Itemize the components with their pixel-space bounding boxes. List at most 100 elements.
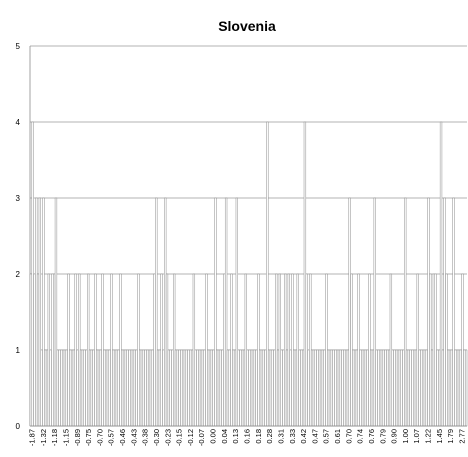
bar [205,273,208,427]
x-tick-label: 0.33 [288,429,297,444]
bar [104,349,108,427]
x-tick-label: -0.57 [107,429,116,446]
bar [140,349,144,427]
bar [178,349,181,427]
bar [187,349,190,427]
x-tick-label: 1.07 [412,429,421,444]
bar [160,273,163,427]
bar [241,349,244,427]
bar [60,349,63,427]
bar [266,121,269,427]
bar [384,349,387,427]
bar [233,349,237,427]
bar [131,349,135,427]
bar [352,349,355,427]
bar [171,349,174,427]
bar [92,349,95,427]
x-tick-label: -0.43 [129,429,138,446]
bar [432,273,436,427]
bar [447,349,450,427]
bar [155,197,158,427]
bar [275,273,278,427]
bar [244,273,247,427]
bar [94,273,97,427]
x-tick-label: 0.70 [344,429,353,444]
bar [332,349,335,427]
bar [439,121,443,427]
bar [181,349,185,427]
bar [121,349,124,427]
x-tick-label: 0.74 [356,429,365,444]
y-tick-label: 2 [16,270,21,279]
bar [76,349,79,427]
bar [242,349,246,427]
bar [67,273,70,427]
x-tick-label: 0.28 [265,429,274,444]
bar [108,349,111,427]
bar [45,349,49,427]
bar [425,349,428,427]
bar [135,349,138,427]
bar [380,349,384,427]
bar [414,349,418,427]
x-tick-label: -0.23 [163,429,172,446]
bar [443,197,446,427]
x-tick-label: 0.57 [322,429,331,444]
bar [330,349,333,427]
bar [386,349,389,427]
bar [463,349,466,427]
bar [337,349,341,427]
x-tick-label: -0.12 [186,429,195,446]
x-tick-label: 0.61 [333,429,342,444]
bar [405,349,409,427]
bar [119,273,122,427]
bar [237,349,240,427]
bar [413,349,416,427]
x-tick-label: -0.46 [118,429,127,446]
bar [88,349,92,427]
bar [44,349,47,427]
bar [355,349,359,427]
bar [457,349,461,427]
bar [85,349,88,427]
bar [130,349,133,427]
bar [201,349,204,427]
bar [90,349,93,427]
bar [54,197,58,427]
bar [436,349,439,427]
bar [70,349,74,427]
bar [450,349,453,427]
y-axis-ticks: 0 1 2 3 4 5 [16,42,21,431]
bar [232,349,235,427]
bar [137,273,140,427]
bar [87,273,90,427]
bar [61,349,65,427]
bar [407,349,410,427]
bar [464,349,468,427]
bar [53,273,56,427]
bar [65,349,68,427]
bar [153,273,156,427]
bar [264,349,267,427]
bar [223,273,226,427]
bar [169,349,172,427]
bar [373,197,376,427]
bar [255,349,258,427]
bar [63,349,67,427]
bar [113,349,117,427]
bar [126,349,129,427]
bar [359,349,362,427]
bar [144,349,147,427]
bar [377,349,380,427]
chart-title: Slovenia [218,18,276,34]
bar [344,349,348,427]
x-tick-label: 0.31 [276,429,285,444]
x-tick-label: 0.90 [390,429,399,444]
bar [235,197,239,427]
bar [404,197,407,427]
bar [51,273,54,427]
x-tick-label: -0.89 [73,429,82,446]
bar [122,349,126,427]
bar [115,349,119,427]
